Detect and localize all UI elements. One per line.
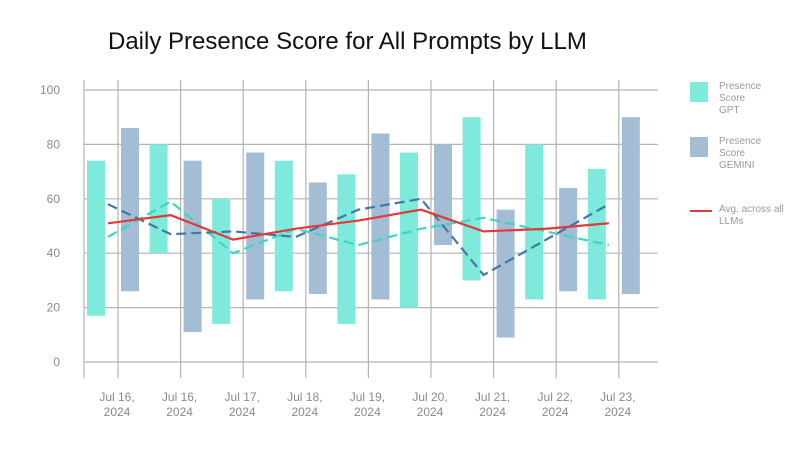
bar-gemini [246, 152, 265, 300]
y-tick-label: 40 [47, 246, 61, 260]
legend-item-average[interactable]: Avg. across all LLMs [690, 204, 795, 245]
x-tick-label: 2024 [542, 405, 569, 419]
legend-label-average: Avg. across all LLMs [719, 204, 784, 227]
y-tick-label: 0 [53, 355, 60, 369]
x-tick-label: Jul 16, [162, 390, 197, 404]
legend-swatch-gpt [690, 82, 708, 102]
legend-swatch-gemini [690, 137, 708, 157]
x-tick-label: Jul 22, [538, 390, 573, 404]
y-tick-label: 60 [47, 192, 61, 206]
bar-gpt [462, 117, 481, 281]
x-tick-label: 2024 [229, 405, 256, 419]
bar-gemini [621, 117, 640, 294]
y-tick-label: 80 [47, 137, 61, 151]
bar-gpt [400, 152, 418, 308]
legend-label-gpt: Presence Score GPT [719, 81, 762, 116]
x-tick-label: 2024 [417, 405, 444, 419]
x-tick-label: Jul 16, [99, 390, 134, 404]
bar-gemini [121, 128, 139, 292]
line-gpt [107, 200, 610, 255]
x-tick-label: 2024 [479, 405, 506, 419]
x-tick-label: 2024 [291, 405, 318, 419]
legend-item-gemini[interactable]: Presence Score GEMINI [690, 135, 795, 205]
line-gemini [107, 197, 610, 277]
legend-line-average [690, 210, 712, 212]
bar-gemini [496, 209, 515, 338]
x-tick-label: 2024 [604, 405, 631, 419]
bar-gpt [587, 168, 606, 300]
line-average [107, 208, 609, 241]
bar-gemini [308, 182, 327, 294]
chart-title: Daily Presence Score for All Prompts by … [108, 28, 587, 55]
legend-label-gemini: Presence Score GEMINI [719, 136, 762, 171]
y-tick-label: 100 [40, 83, 60, 97]
y-tick-label: 20 [47, 301, 61, 315]
x-tick-label: Jul 21, [475, 390, 510, 404]
bar-gemini [434, 144, 452, 246]
chart-legend: Presence Score GPT Presence Score GEMINI… [690, 80, 795, 245]
bar-gpt [525, 144, 544, 300]
x-tick-label: Jul 19, [350, 390, 385, 404]
x-tick-label: 2024 [354, 405, 381, 419]
bar-gpt [149, 144, 168, 254]
x-tick-label: 2024 [104, 405, 131, 419]
bar-gpt [212, 198, 231, 324]
bar-gpt [337, 174, 356, 324]
x-tick-label: 2024 [166, 405, 193, 419]
bar-gemini [183, 160, 202, 333]
x-tick-label: Jul 17, [225, 390, 260, 404]
bar-gemini [559, 187, 578, 292]
x-tick-label: Jul 20, [412, 390, 447, 404]
x-tick-label: Jul 18, [287, 390, 322, 404]
legend-item-gpt[interactable]: Presence Score GPT [690, 80, 795, 135]
x-tick-label: Jul 23, [600, 390, 635, 404]
bar-gpt [87, 160, 105, 316]
bar-gpt [274, 160, 293, 292]
